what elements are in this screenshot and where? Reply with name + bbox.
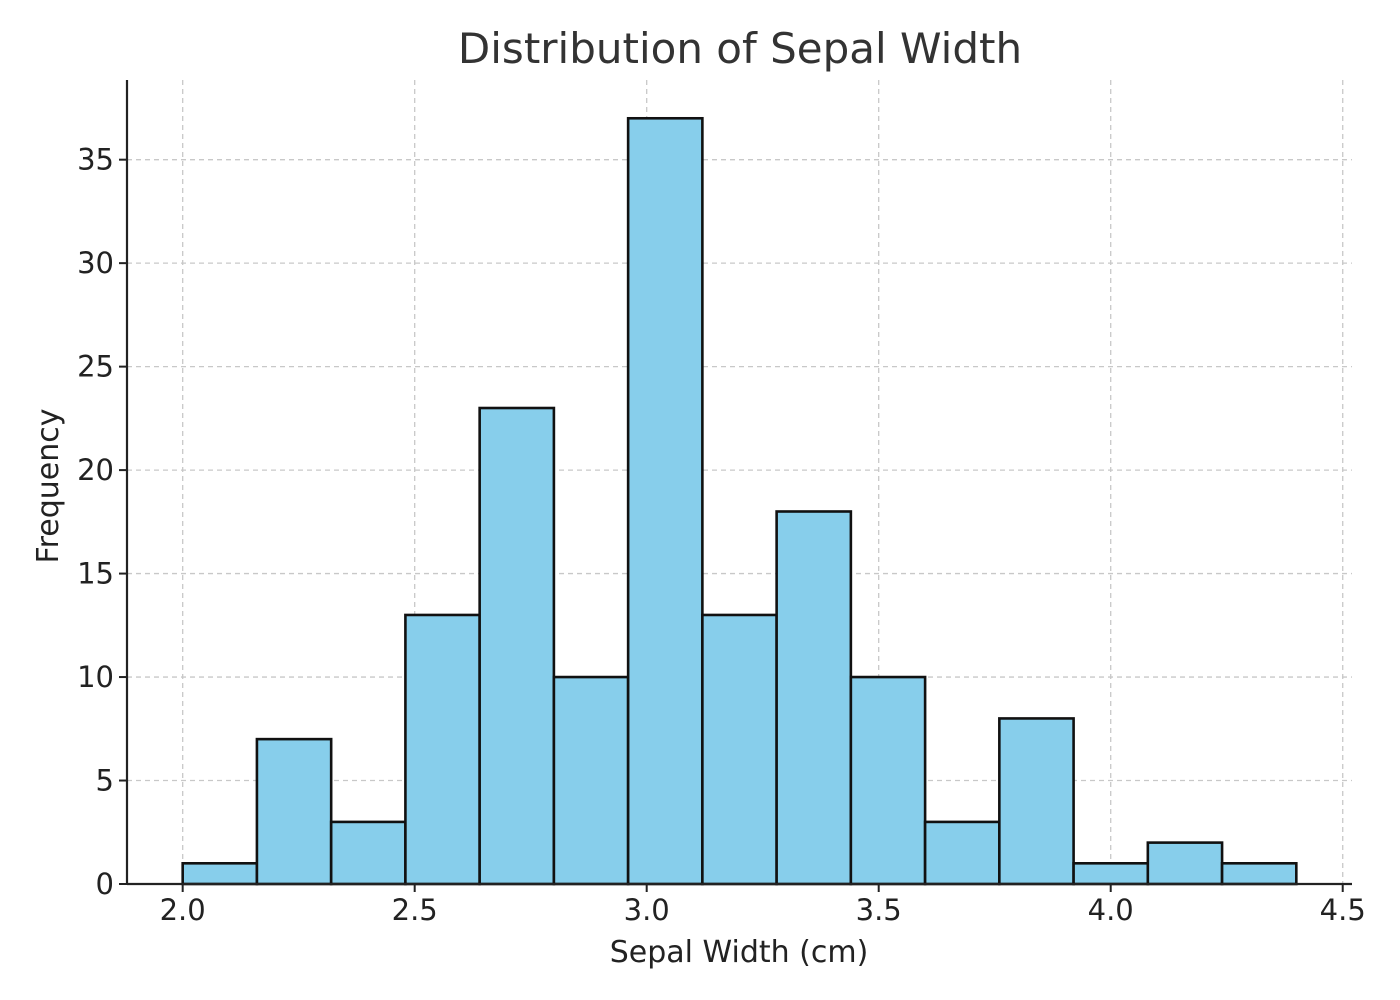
x-tick-label: 2.0 [160,893,206,927]
y-tick-label: 35 [77,143,114,177]
histogram-bar-5 [478,406,556,886]
histogram-bar-9 [775,510,853,886]
histogram-bar-2 [255,737,333,886]
y-tick-label: 25 [77,350,114,384]
y-tick-label: 30 [77,246,114,280]
x-axis-label: Sepal Width (cm) [610,935,869,970]
chart-title: Distribution of Sepal Width [458,24,1022,73]
x-tick-label: 3.0 [624,893,670,927]
y-tick-label: 20 [77,453,114,487]
axes [125,80,1352,886]
x-tick-label: 2.5 [392,893,438,927]
histogram-bar-7 [626,116,704,886]
histogram-bar-12 [998,717,1075,886]
histogram-bar-15 [1220,862,1298,886]
histogram-bar-3 [329,820,407,886]
histogram-bar-14 [1146,841,1224,886]
y-tick-label: 15 [77,557,114,591]
y-axis-label: Frequency [31,409,66,564]
histogram-bar-1 [181,862,259,886]
histogram-bar-8 [701,613,778,886]
y-tick-label: 5 [96,764,114,798]
histogram-bar-10 [849,675,927,886]
x-tick-label: 4.5 [1320,893,1366,927]
histogram-bar-11 [923,820,1001,886]
histogram-bar-4 [404,613,481,886]
x-tick-label: 4.0 [1088,893,1134,927]
x-tick-label: 3.5 [856,893,902,927]
ticks: 2.0 2.5 3.0 3.5 4.0 4.5 0 5 10 15 20 25 30 35 [77,143,1366,927]
y-tick-label: 0 [96,867,114,901]
y-tick-label: 10 [77,660,114,694]
histogram-bar-13 [1072,862,1150,886]
bars [181,116,1298,886]
histogram-bar-6 [552,675,630,886]
